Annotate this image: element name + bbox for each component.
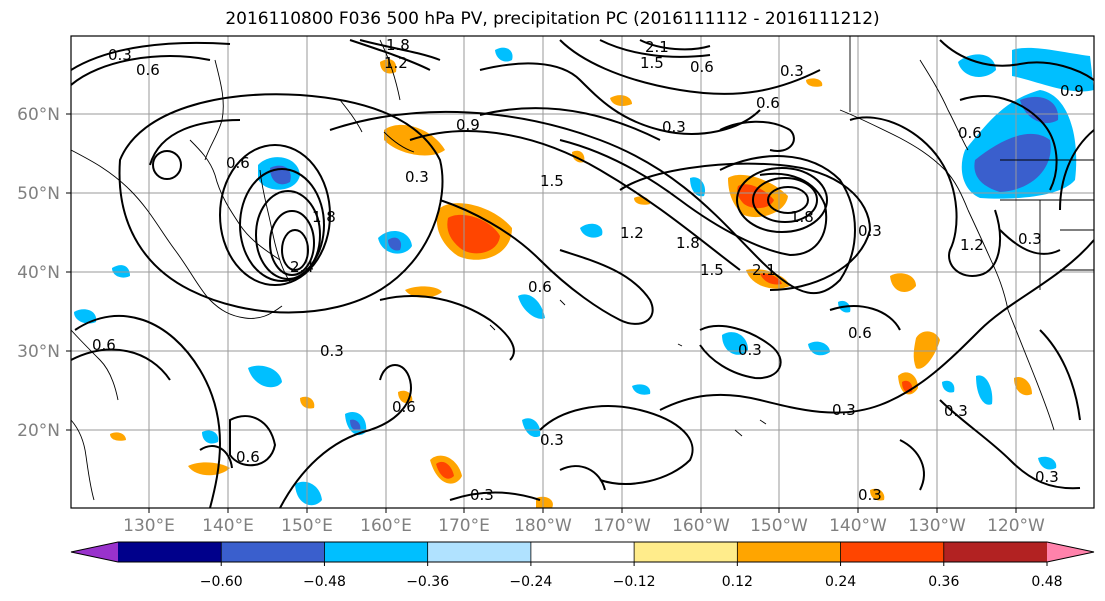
svg-text:0.6: 0.6 xyxy=(136,61,160,79)
svg-text:0.6: 0.6 xyxy=(226,154,250,172)
svg-text:0.3: 0.3 xyxy=(320,342,344,360)
svg-text:130°E: 130°E xyxy=(123,516,175,536)
svg-text:0.6: 0.6 xyxy=(92,336,116,354)
colorbar-segment xyxy=(737,542,842,562)
colorbar-segment xyxy=(840,542,945,562)
svg-text:0.3: 0.3 xyxy=(738,341,762,359)
colorbar-tick-label: 0.12 xyxy=(722,574,753,590)
svg-text:140°W: 140°W xyxy=(829,516,887,536)
graticule xyxy=(71,36,1094,508)
svg-text:150°W: 150°W xyxy=(750,516,808,536)
svg-text:50°N: 50°N xyxy=(17,184,60,204)
svg-text:0.3: 0.3 xyxy=(780,62,804,80)
svg-text:120°W: 120°W xyxy=(987,516,1045,536)
svg-text:1.2: 1.2 xyxy=(620,224,644,242)
pv-contour-labels: 0.3 0.6 0.6 2.4 1.8 0.3 0.9 1.5 1.2 1.8 … xyxy=(92,36,1084,504)
colorbar-segment xyxy=(943,542,1048,562)
svg-text:150°E: 150°E xyxy=(281,516,333,536)
svg-text:0.3: 0.3 xyxy=(858,486,882,504)
svg-text:0.6: 0.6 xyxy=(958,124,982,142)
svg-text:0.6: 0.6 xyxy=(392,398,416,416)
svg-text:1.2: 1.2 xyxy=(384,54,408,72)
svg-text:60°N: 60°N xyxy=(17,105,60,125)
svg-text:0.6: 0.6 xyxy=(236,448,260,466)
svg-text:1.8: 1.8 xyxy=(790,208,814,226)
pv-contours xyxy=(71,39,1094,508)
svg-text:160°W: 160°W xyxy=(672,516,730,536)
svg-text:1.5: 1.5 xyxy=(540,172,564,190)
longitude-labels: 130°E 140°E 150°E 160°E 170°E 180°W 170°… xyxy=(123,516,1045,536)
svg-text:0.3: 0.3 xyxy=(858,222,882,240)
svg-text:170°W: 170°W xyxy=(593,516,651,536)
svg-text:0.6: 0.6 xyxy=(848,324,872,342)
svg-text:0.3: 0.3 xyxy=(832,401,856,419)
map-title: 2016110800 F036 500 hPa PV, precipitatio… xyxy=(225,9,880,29)
svg-text:1.8: 1.8 xyxy=(386,36,410,54)
svg-text:1.8: 1.8 xyxy=(312,208,336,226)
colorbar-tick-label: −0.12 xyxy=(613,574,656,590)
svg-text:2.4: 2.4 xyxy=(290,258,314,276)
svg-text:170°E: 170°E xyxy=(438,516,490,536)
svg-text:2.1: 2.1 xyxy=(645,38,669,56)
colorbar-segment xyxy=(221,542,325,562)
svg-text:160°E: 160°E xyxy=(360,516,412,536)
svg-text:0.3: 0.3 xyxy=(540,431,564,449)
colorbar-tick-label: −0.36 xyxy=(406,574,449,590)
colorbar-segment xyxy=(118,542,222,562)
axis-ticks xyxy=(66,113,1017,513)
colorbar: −0.60 −0.48 −0.36 −0.24 −0.12 0.12 0.24 0.36 0.4… xyxy=(70,541,1095,590)
svg-text:0.6: 0.6 xyxy=(690,58,714,76)
svg-text:20°N: 20°N xyxy=(17,421,60,441)
svg-text:0.3: 0.3 xyxy=(108,46,132,64)
svg-text:40°N: 40°N xyxy=(17,263,60,283)
svg-text:2.1: 2.1 xyxy=(752,261,776,279)
svg-text:1.2: 1.2 xyxy=(960,236,984,254)
colorbar-outline xyxy=(70,541,1095,563)
colorbar-tick-label: 0.24 xyxy=(825,574,856,590)
svg-text:0.3: 0.3 xyxy=(944,402,968,420)
svg-text:1.5: 1.5 xyxy=(640,54,664,72)
colorbar-extend-low xyxy=(71,542,118,562)
svg-text:0.6: 0.6 xyxy=(528,278,552,296)
colorbar-extend-high xyxy=(1047,542,1094,562)
colorbar-segment xyxy=(530,542,635,562)
colorbar-tick-label: 0.36 xyxy=(928,574,959,590)
svg-text:0.6: 0.6 xyxy=(756,94,780,112)
colorbar-tick-label: −0.48 xyxy=(303,574,346,590)
svg-text:0.9: 0.9 xyxy=(456,116,480,134)
colorbar-segment xyxy=(324,542,429,562)
svg-text:0.9: 0.9 xyxy=(1060,82,1084,100)
precip-positive-shading xyxy=(110,59,1032,508)
svg-text:30°N: 30°N xyxy=(17,342,60,362)
latitude-labels: 60°N 50°N 40°N 30°N 20°N xyxy=(17,105,60,441)
colorbar-segment xyxy=(634,542,738,562)
colorbar-segment xyxy=(427,542,532,562)
svg-text:140°E: 140°E xyxy=(202,516,254,536)
svg-text:130°W: 130°W xyxy=(908,516,966,536)
colorbar-tick-label: 0.48 xyxy=(1031,574,1062,590)
svg-text:0.3: 0.3 xyxy=(1018,230,1042,248)
colorbar-tick-label: −0.60 xyxy=(200,574,243,590)
svg-text:1.8: 1.8 xyxy=(676,234,700,252)
svg-text:180°W: 180°W xyxy=(514,516,572,536)
svg-text:0.3: 0.3 xyxy=(1035,468,1059,486)
colorbar-tick-label: −0.24 xyxy=(509,574,552,590)
svg-text:1.5: 1.5 xyxy=(700,261,724,279)
svg-text:0.3: 0.3 xyxy=(470,486,494,504)
svg-text:0.3: 0.3 xyxy=(662,118,686,136)
precip-negative-shading xyxy=(74,47,1094,506)
svg-text:0.3: 0.3 xyxy=(405,168,429,186)
